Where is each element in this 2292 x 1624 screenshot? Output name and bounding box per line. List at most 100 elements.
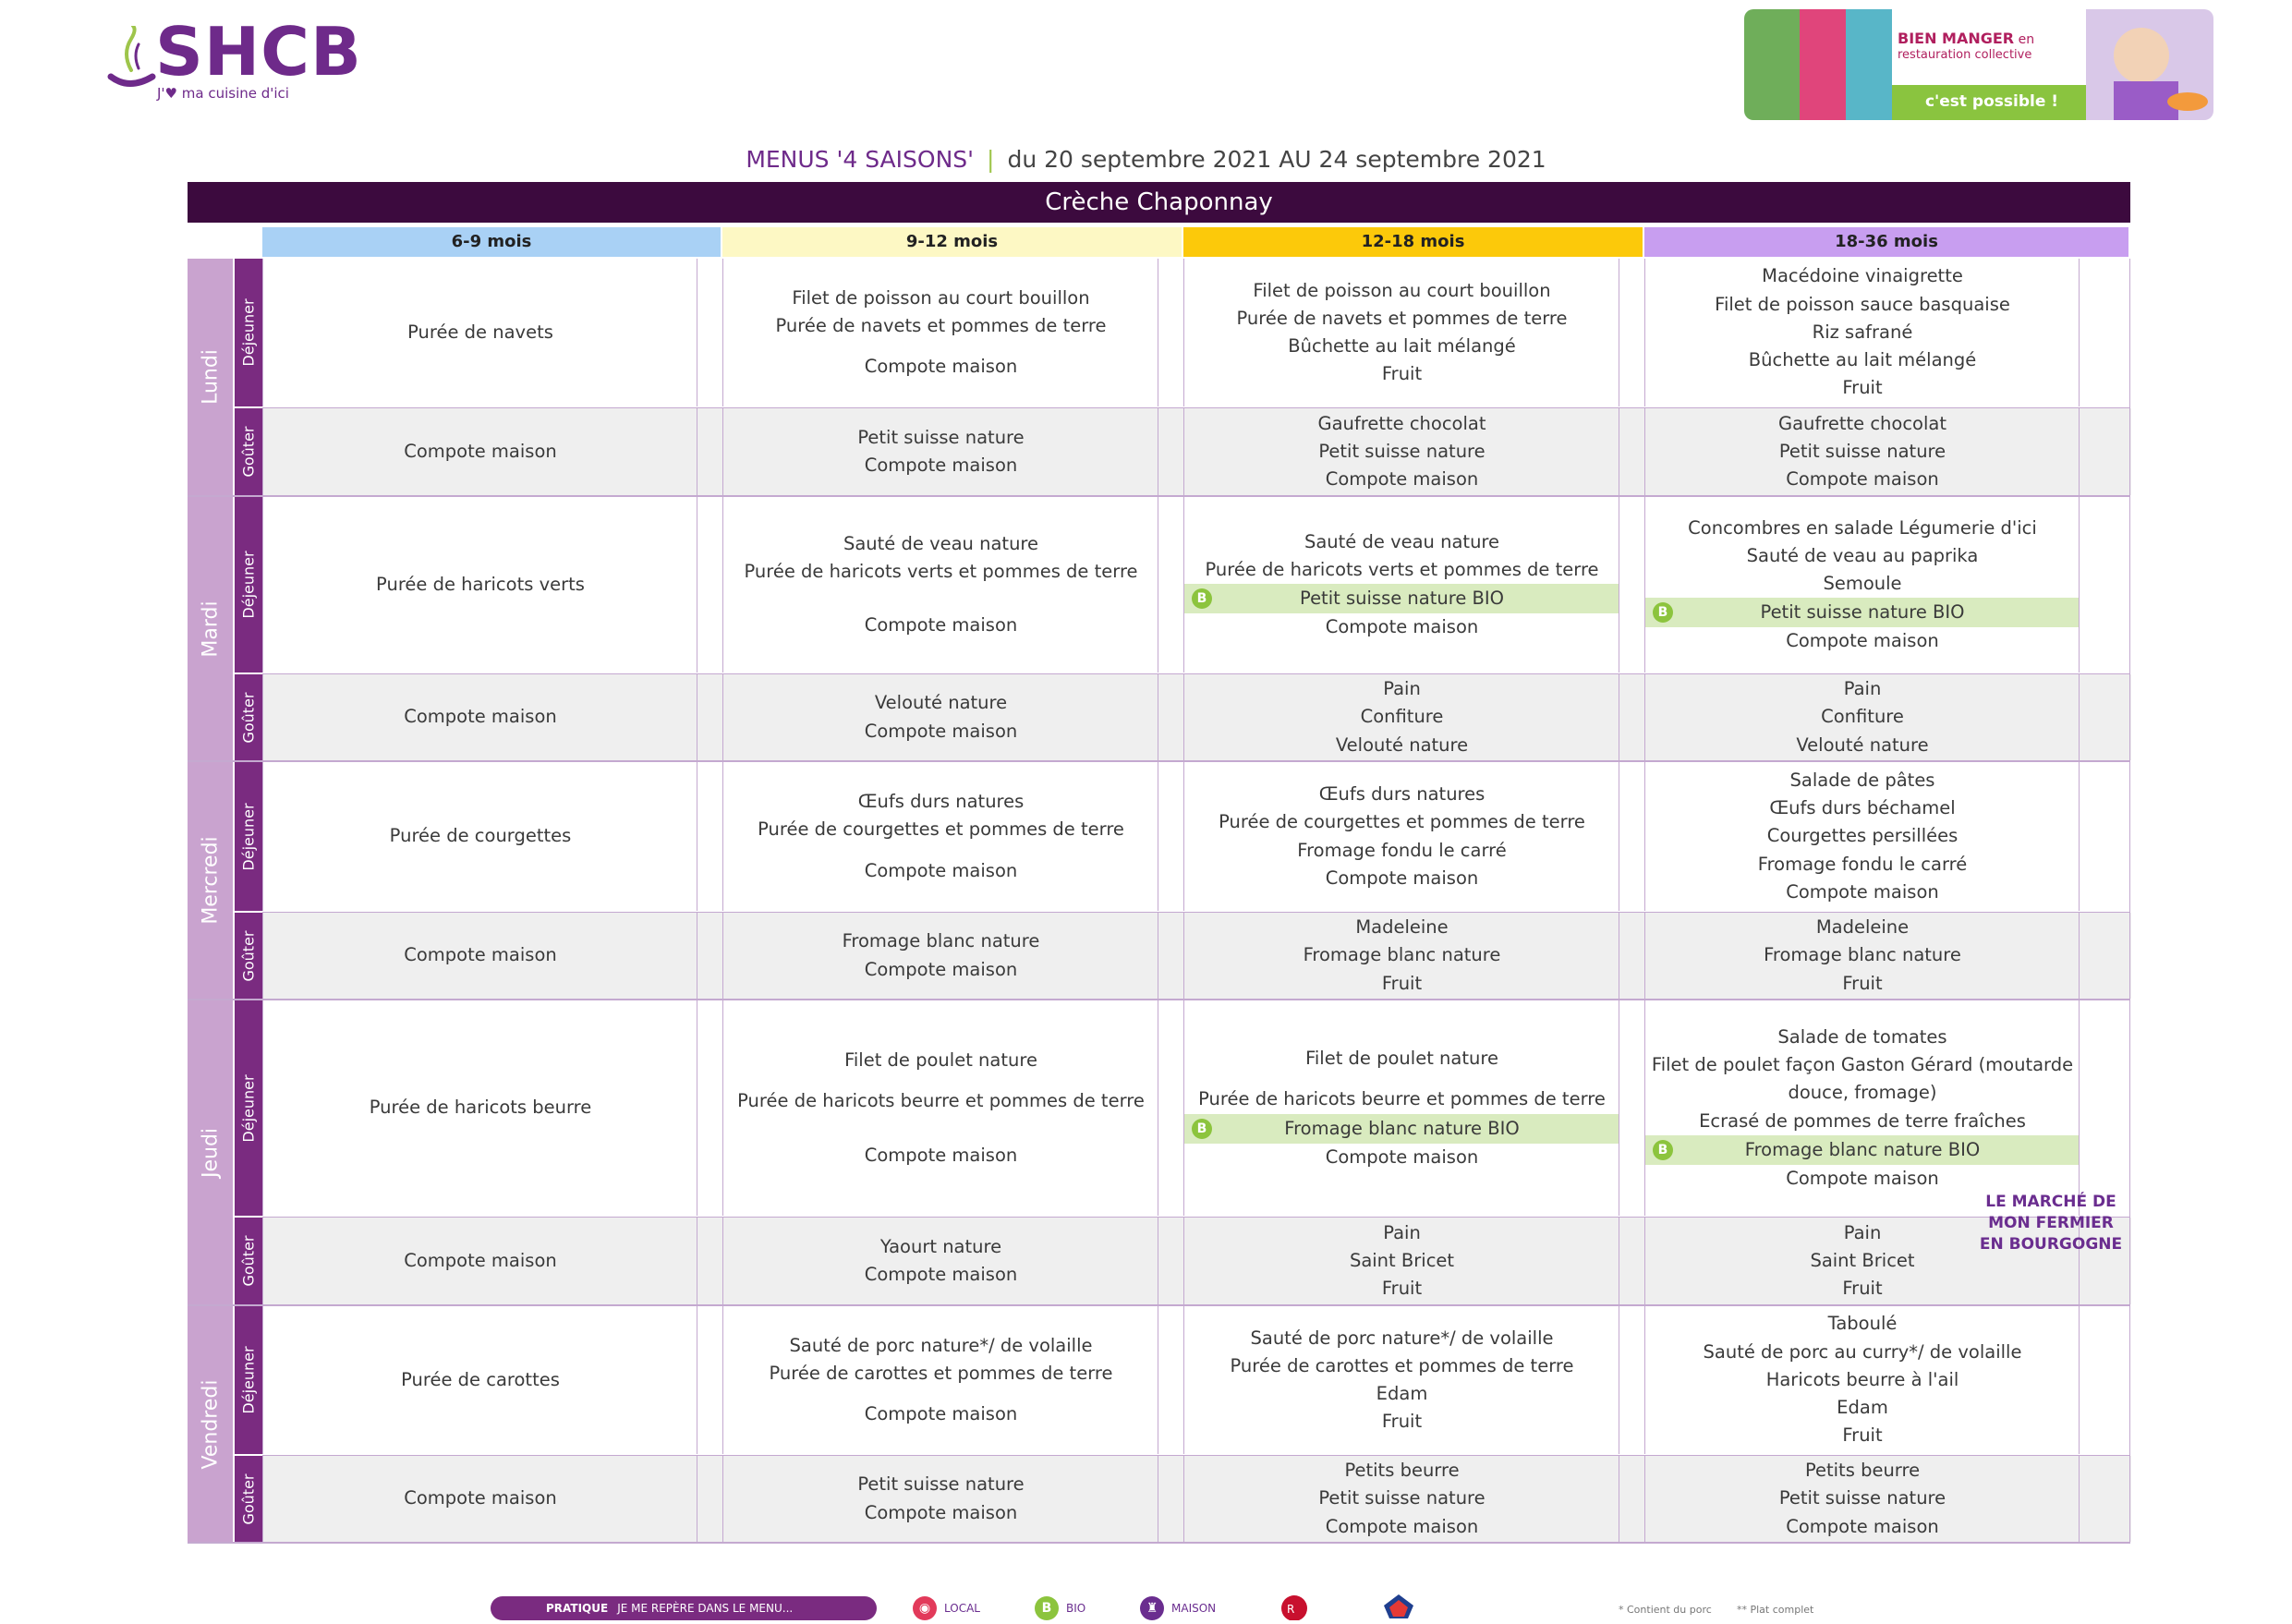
cell-filler [1619,1000,1645,1216]
bio-badge-icon: B [1192,588,1212,610]
bio-item-label: Fromage blanc nature BIO [1284,1117,1520,1139]
menu-cell-dejeuner: Filet de poisson au court bouillon Purée … [1183,259,1619,406]
cell-filler [1158,674,1184,760]
menu-item: Compote maison [864,958,1018,980]
shcb-logo: SHCB J'♥ ma cuisine d'ici [102,13,361,105]
day-label-mercredi: Mercredi [188,762,233,999]
day-label-vendredi: Vendredi [188,1306,233,1542]
menu-item: Bûchette au lait mélangé [1288,335,1516,357]
cell-filler [1619,913,1645,999]
menu-item: Fruit [1381,972,1423,994]
banner-line1: BIEN MANGER en [1898,30,2035,47]
menu-item: Salade de tomates [1777,1025,1947,1048]
cell-filler [697,1218,723,1304]
row-separator [262,407,2130,408]
menu-item: Compote maison [404,706,557,728]
cell-filler [1619,497,1645,673]
menu-item: Fruit [1381,1278,1423,1300]
menu-item: Purée de carottes et pommes de terre [1230,1354,1574,1376]
menu-item: Compote maison [864,1264,1018,1285]
menu-item: Compote maison [864,720,1018,742]
menu-item: Purée de carottes et pommes de terre [769,1362,1113,1384]
cell-filler [1158,1306,1184,1454]
menu-item: Purée de haricots verts et pommes de ter… [1205,558,1599,580]
cell-filler [697,259,723,406]
menu-item: Compote maison [864,1501,1018,1523]
age-header-1: 6-9 mois [262,227,721,257]
day-name: Jeudi [199,1127,222,1178]
title-separator: | [987,146,995,173]
banner-baby-photo [2086,9,2213,120]
banner-cta: c'est possible ! [1924,92,2059,111]
menu-cell-gouter: Velouté nature Compote maison [722,674,1158,760]
menu-cell-gouter: Yaourt nature Compote maison [722,1218,1158,1304]
meal-label-gouter: Goûter [235,674,262,760]
row-separator [262,1217,2130,1218]
menu-item: Purée de navets et pommes de terre [1236,307,1568,329]
cell-filler [2079,259,2131,406]
menu-item: Confiture [1360,706,1444,728]
menu-item: Purée de courgettes et pommes de terre [1219,811,1585,833]
menu-cell-gouter: Compote maison [262,674,697,760]
menu-cell-dejeuner: Filet de poulet nature Purée de haricots … [1183,1000,1619,1216]
menu-item: Ecrasé de pommes de terre fraîches [1699,1109,2026,1132]
meal-label-dejeuner: Déjeuner [235,497,262,673]
bio-badge-icon: B [1653,602,1673,624]
cell-filler [1619,259,1645,406]
cell-filler [1619,1306,1645,1454]
meal-label-dejeuner: Déjeuner [235,259,262,406]
menu-cell-dejeuner: Filet de poulet nature Purée de haricots … [722,1000,1158,1216]
meal-name: Goûter [239,691,258,744]
legend-label: LOCAL [944,1602,980,1615]
bio-item: B Petit suisse nature BIO [1184,584,1619,614]
bio-item: B Fromage blanc nature BIO [1184,1113,1619,1144]
menu-dates: du 20 septembre 2021 AU 24 septembre 202… [1007,146,1546,173]
legend-maison: ♜ MAISON [1140,1596,1216,1620]
menu-item: Salade de pâtes [1789,769,1935,791]
menu-item: Pain [1843,1221,1882,1243]
menu-item: Pain [1383,1221,1421,1243]
menu-item: Saint Bricet [1349,1249,1455,1271]
menu-item: Filet de poulet nature [1305,1048,1498,1070]
bio-item-label: Petit suisse nature BIO [1760,601,1965,624]
menu-item: Fruit [1842,1424,1883,1447]
menu-item: Madeleine [1355,916,1449,939]
menu-item: Petit suisse nature [1778,440,1946,462]
day-name: Mercredi [199,836,222,925]
row-separator [262,912,2130,913]
menu-cell-gouter: Compote maison [262,913,697,999]
meal-name: Goûter [239,929,258,982]
menu-item: Filet de poulet façon Gaston Gérard (mou… [1651,1054,2074,1104]
logo-text: SHCB [155,13,362,91]
logo-tagline: J'♥ ma cuisine d'ici [157,85,289,102]
menu-item: Petits beurre [1344,1460,1460,1482]
menu-cell-gouter: Madeleine Fromage blanc nature Fruit [1644,913,2080,999]
menu-item: Compote maison [1786,880,1939,903]
menu-item: Haricots beurre à l'ail [1765,1368,1959,1390]
menu-item: Petit suisse nature [1778,1487,1946,1509]
menu-item: Compote maison [1786,630,1939,652]
cell-filler [2079,408,2131,495]
menu-item: Velouté nature [874,692,1008,714]
menu-item: Edam [1837,1397,1888,1419]
legend-bio: B BIO [1035,1596,1085,1620]
menu-item: Velouté nature [1335,733,1469,756]
meal-name: Goûter [239,1473,258,1525]
footnote-porc: * Contient du porc [1619,1604,1712,1616]
menu-item: Fruit [1381,363,1423,385]
menu-cell-dejeuner: Sauté de veau nature Purée de haricots ve… [1183,497,1619,673]
menu-item: Compote maison [1325,468,1479,491]
menu-item: Fromage blanc nature [842,930,1040,952]
menu-item: Pain [1843,678,1882,700]
cell-filler [2079,913,2131,999]
meal-name: Goûter [239,1235,258,1287]
menu-cell-dejeuner: Macédoine vinaigrette Filet de poisson sa… [1644,259,2080,406]
menu-item: Sauté de veau nature [1304,530,1500,552]
menu-item: Filet de poulet nature [844,1049,1037,1072]
bio-item-label: Fromage blanc nature BIO [1744,1138,1981,1160]
menu-item: Compote maison [1325,867,1479,889]
menu-cell-dejeuner: Purée de carottes [262,1306,697,1454]
menu-item: Purée de haricots verts et pommes de ter… [744,560,1138,582]
menu-item: Compote maison [404,1487,557,1509]
menu-item: Fruit [1842,1278,1883,1300]
